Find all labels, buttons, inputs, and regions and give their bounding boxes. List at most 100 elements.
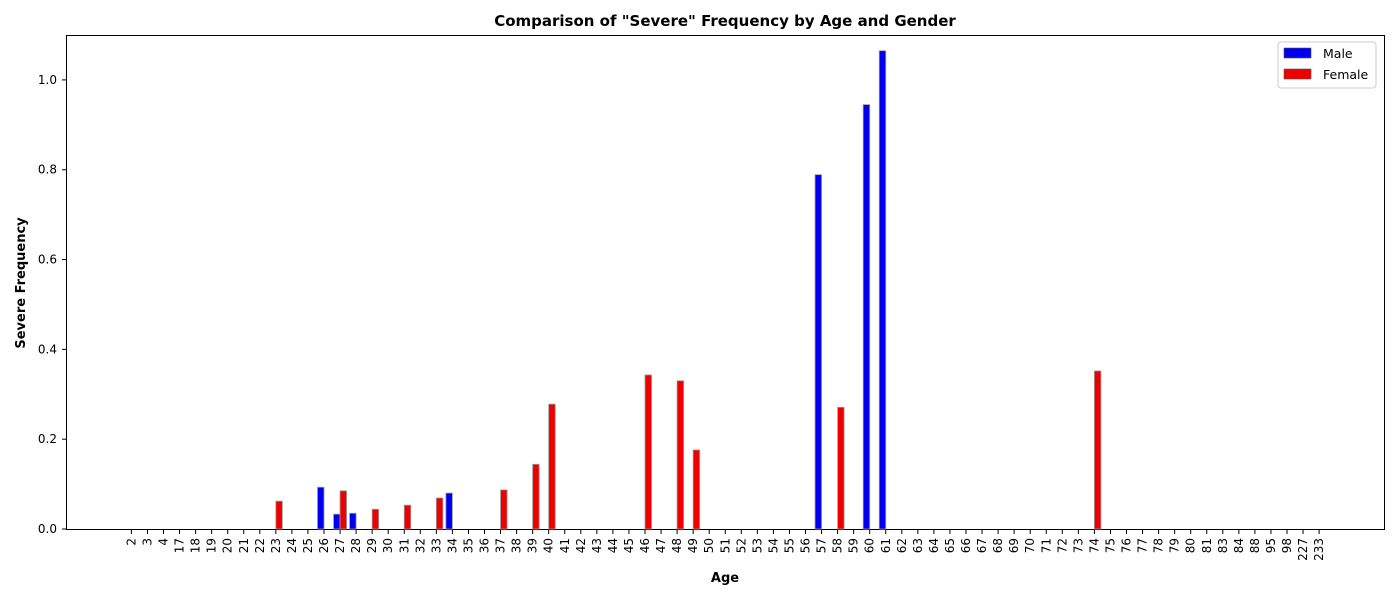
- x-tick-label: 78: [1152, 538, 1166, 553]
- x-tick-label: 4: [157, 538, 171, 546]
- bar-female-age-33: [435, 497, 444, 530]
- x-tick-label: 55: [783, 538, 797, 553]
- bar-male-age-27: [333, 513, 341, 530]
- x-tick-label: 37: [494, 538, 508, 553]
- x-tick-label: 53: [750, 538, 764, 553]
- x-tick-label: 32: [413, 538, 427, 553]
- x-tick-label: 61: [879, 538, 893, 553]
- x-tick-label: 28: [349, 538, 363, 553]
- x-tick-label: 227: [1296, 538, 1310, 561]
- x-tick-label: 40: [542, 538, 556, 553]
- bar-female-age-31: [403, 504, 412, 530]
- x-tick-label: 23: [269, 538, 283, 553]
- x-tick-label: 65: [943, 538, 957, 553]
- bar-female-age-58: [837, 406, 845, 530]
- y-tick-label: 1.0: [38, 73, 57, 87]
- x-tick-label: 54: [766, 538, 780, 553]
- x-tick-label: 41: [558, 538, 572, 553]
- y-tick-label: 0.0: [38, 522, 57, 536]
- y-tick-label: 0.6: [38, 253, 57, 267]
- y-axis-title: Severe Frequency: [14, 217, 29, 349]
- x-tick-label: 25: [301, 538, 315, 553]
- x-tick-label: 47: [654, 538, 668, 553]
- x-tick-label: 75: [1104, 538, 1118, 553]
- legend: Male Female: [1277, 41, 1377, 89]
- x-tick-label: 35: [462, 538, 476, 553]
- x-tick-label: 63: [911, 538, 925, 553]
- legend-swatch-male: [1283, 47, 1312, 59]
- plot-area: [66, 35, 1385, 530]
- bar-male-age-60: [862, 104, 871, 530]
- x-tick-label: 70: [1023, 538, 1037, 553]
- legend-label-female: Female: [1323, 67, 1369, 82]
- y-tick-label: 0.4: [38, 342, 57, 356]
- x-tick-label: 95: [1264, 538, 1278, 553]
- x-tick-label: 29: [365, 538, 379, 553]
- x-tick-label: 30: [381, 538, 395, 553]
- x-tick-label: 64: [927, 538, 941, 553]
- y-axis-ticks: 0.0 0.2 0.4 0.6 0.8 1.0: [38, 73, 67, 536]
- x-tick-label: 17: [173, 538, 187, 553]
- x-tick-label: 49: [686, 538, 700, 553]
- bar-female-age-40: [548, 403, 556, 530]
- x-tick-label: 48: [670, 538, 684, 553]
- x-tick-label: 20: [221, 538, 235, 553]
- x-axis-ticks: 2 3 4 17 18 19 20 21 22 23 24 25 26 27 28 29 30 31 32 33 34 3…: [124, 529, 1326, 561]
- legend-label-male: Male: [1323, 46, 1353, 61]
- x-tick-label: 22: [253, 538, 267, 553]
- x-tick-label: 45: [622, 538, 636, 553]
- y-tick-label: 0.8: [38, 163, 57, 177]
- x-tick-label: 26: [317, 538, 331, 553]
- x-tick-label: 44: [606, 538, 620, 553]
- x-tick-label: 43: [590, 538, 604, 553]
- x-tick-label: 38: [510, 538, 524, 553]
- x-tick-label: 60: [863, 538, 877, 553]
- x-tick-label: 34: [445, 538, 459, 553]
- x-tick-label: 80: [1184, 538, 1198, 553]
- bar-female-age-23: [275, 500, 283, 530]
- x-tick-label: 66: [959, 538, 973, 553]
- x-tick-label: 73: [1071, 538, 1085, 553]
- x-tick-label: 71: [1039, 538, 1053, 553]
- bar-female-age-27: [339, 490, 347, 530]
- x-tick-label: 233: [1312, 538, 1326, 561]
- x-tick-label: 69: [1007, 538, 1021, 553]
- chart-title: Comparison of "Severe" Frequency by Age …: [494, 12, 956, 30]
- x-tick-label: 58: [831, 538, 845, 553]
- x-tick-label: 3: [141, 538, 155, 546]
- x-tick-label: 24: [285, 538, 299, 553]
- bar-male-age-61: [878, 50, 887, 530]
- bar-female-age-49: [692, 449, 701, 530]
- legend-swatch-female: [1283, 68, 1312, 80]
- x-tick-label: 76: [1120, 538, 1134, 553]
- x-tick-label: 46: [638, 538, 652, 553]
- x-tick-label: 18: [189, 538, 203, 553]
- x-tick-label: 2: [124, 538, 138, 546]
- bar-male-age-57: [814, 174, 822, 530]
- y-tick-label: 0.2: [38, 432, 57, 446]
- x-tick-label: 56: [799, 538, 813, 553]
- x-tick-label: 83: [1216, 538, 1230, 553]
- bar-male-age-26: [317, 486, 325, 530]
- x-tick-label: 52: [734, 538, 748, 553]
- x-tick-label: 59: [847, 538, 861, 553]
- bar-male-age-28: [349, 512, 357, 530]
- x-tick-label: 77: [1136, 538, 1150, 553]
- x-tick-label: 39: [526, 538, 540, 553]
- x-tick-label: 27: [333, 538, 347, 553]
- x-tick-label: 68: [991, 538, 1005, 553]
- x-tick-label: 42: [574, 538, 588, 553]
- x-tick-label: 50: [702, 538, 716, 553]
- bar-female-age-37: [500, 489, 508, 530]
- x-tick-label: 31: [397, 538, 411, 553]
- x-tick-label: 72: [1055, 538, 1069, 553]
- bar-male-age-34: [445, 492, 453, 530]
- bars-group: [275, 50, 1102, 530]
- bar-female-age-29: [371, 508, 380, 530]
- x-tick-label: 36: [478, 538, 492, 553]
- x-tick-label: 81: [1200, 538, 1214, 553]
- bar-female-age-39: [532, 463, 540, 530]
- bar-female-age-74: [1094, 370, 1102, 530]
- bar-female-age-46: [644, 374, 652, 530]
- x-tick-label: 19: [205, 538, 219, 553]
